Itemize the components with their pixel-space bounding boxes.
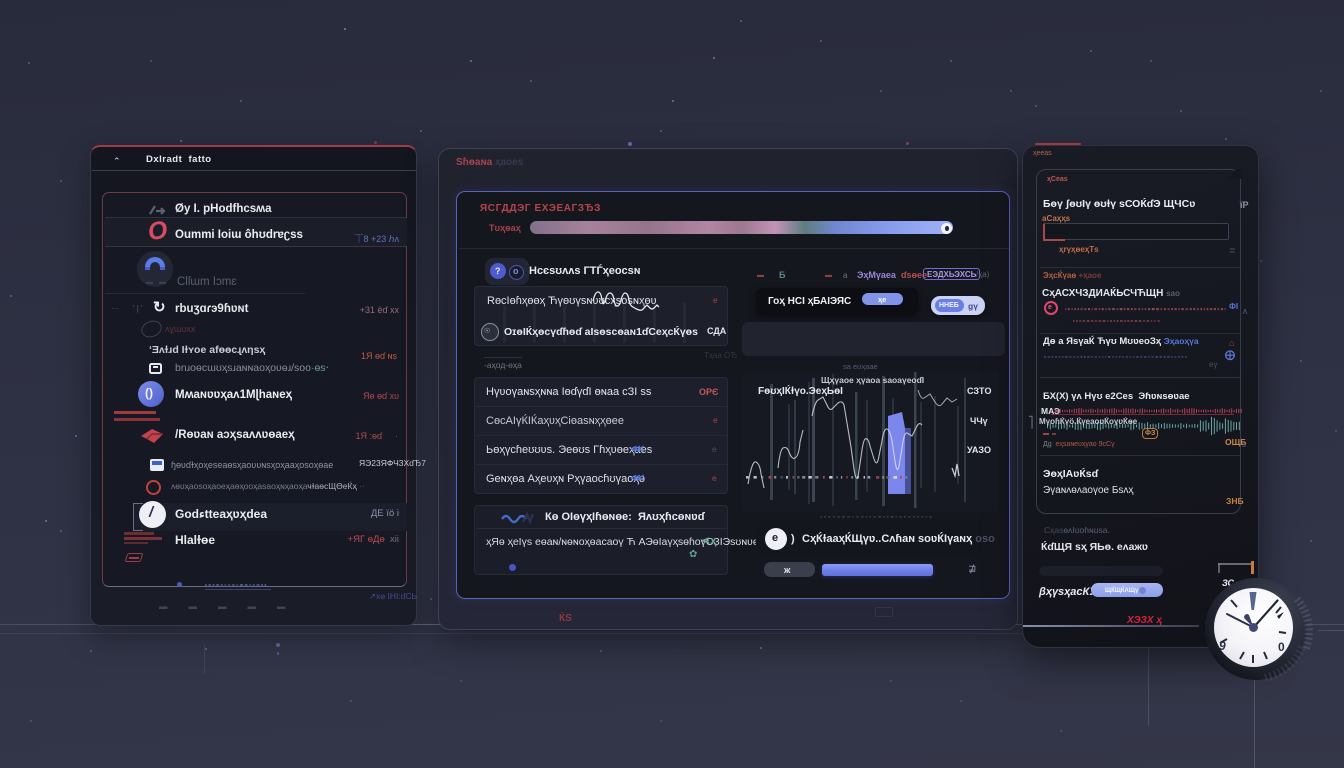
svg-text:9: 9 (1219, 639, 1226, 653)
svg-text:0: 0 (1278, 640, 1285, 654)
